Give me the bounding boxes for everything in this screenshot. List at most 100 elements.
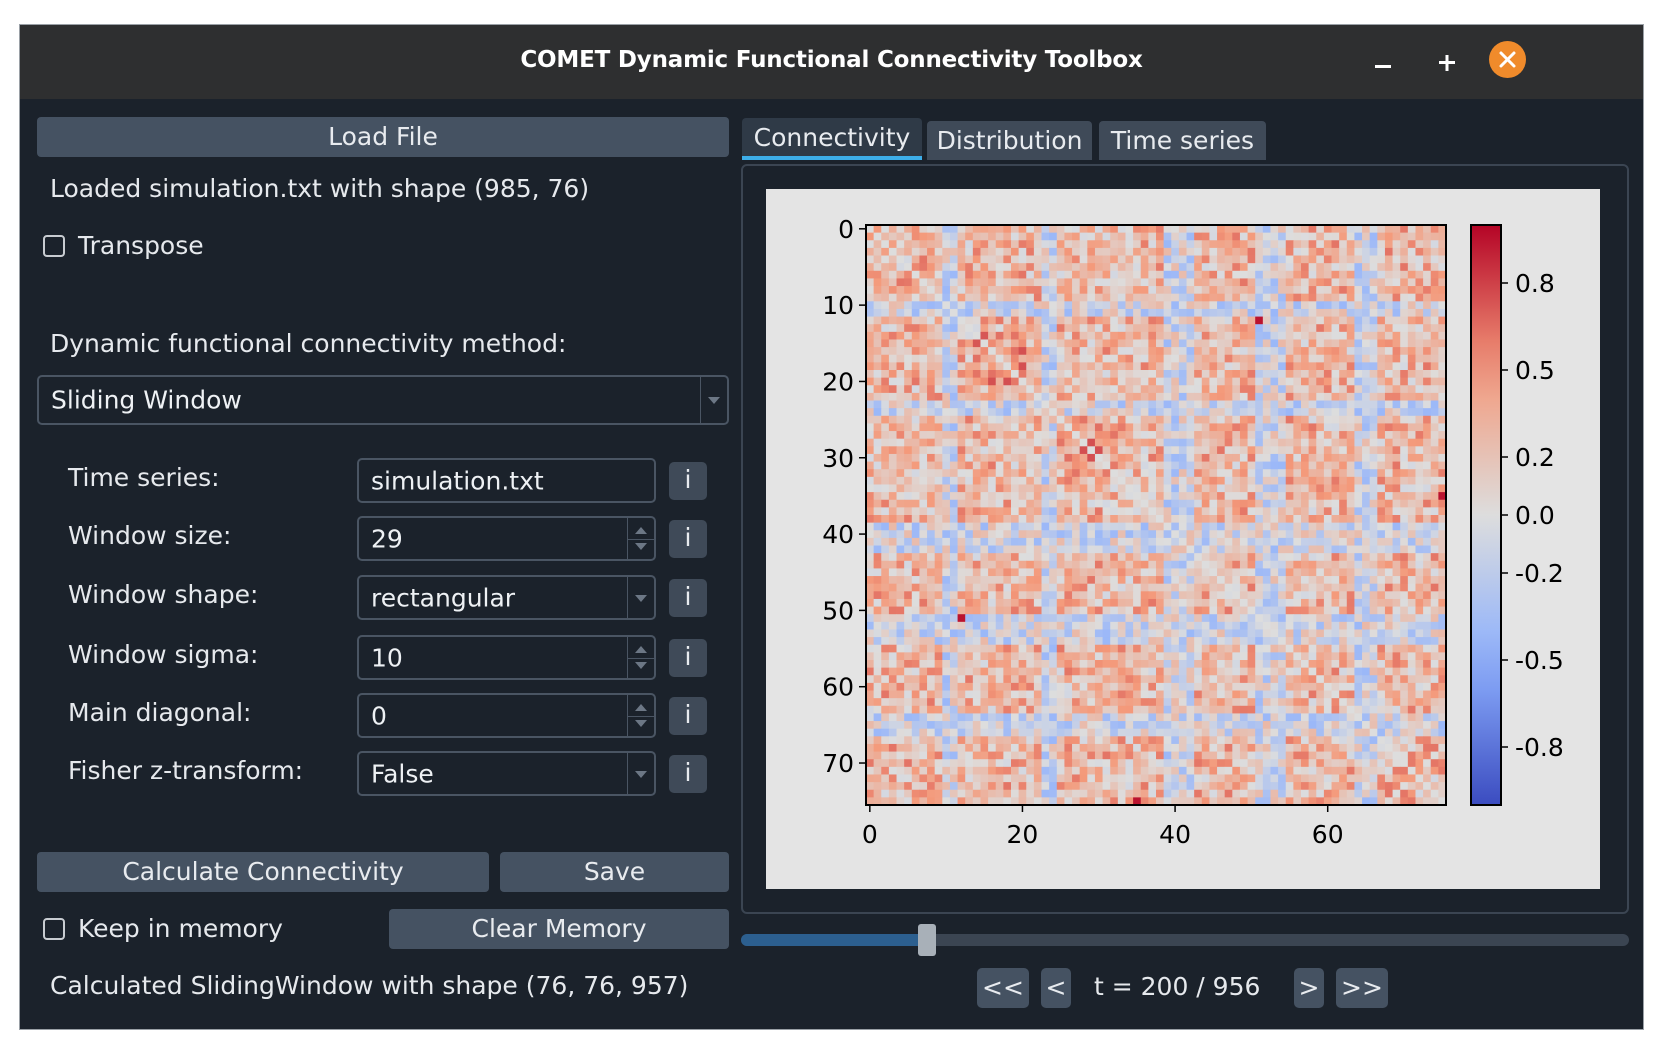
save-button[interactable]: Save	[500, 852, 729, 892]
chevron-down-icon[interactable]	[627, 753, 654, 794]
heatmap-cell	[1239, 240, 1248, 249]
load-file-button[interactable]: Load File	[37, 117, 729, 157]
heatmap-cell	[1018, 316, 1027, 325]
info-button[interactable]: i	[669, 639, 707, 677]
heatmap-cell	[1377, 682, 1386, 691]
param-input[interactable]: simulation.txt	[357, 458, 656, 503]
param-spinbox[interactable]: 10	[357, 635, 656, 680]
heatmap-cell	[1415, 545, 1424, 554]
tab-distribution[interactable]: Distribution	[927, 121, 1092, 160]
heatmap-cell	[1102, 301, 1111, 310]
heatmap-cell	[1156, 431, 1165, 440]
heatmap-cell	[1072, 278, 1081, 287]
keep-memory-checkbox[interactable]	[43, 918, 65, 940]
heatmap-cell	[942, 583, 951, 592]
heatmap-cell	[1079, 713, 1088, 722]
maximize-button[interactable]	[1429, 45, 1465, 81]
heatmap-cell	[1018, 255, 1027, 264]
heatmap-cell	[1209, 446, 1218, 455]
heatmap-cell	[1178, 492, 1187, 501]
heatmap-cell	[1308, 415, 1317, 424]
heatmap-cell	[934, 537, 943, 546]
heatmap-cell	[988, 263, 997, 272]
info-button[interactable]: i	[669, 755, 707, 793]
heatmap-cell	[927, 370, 936, 379]
heatmap-cell	[965, 324, 974, 333]
tab-connectivity[interactable]: Connectivity	[742, 118, 922, 160]
heatmap-cell	[1178, 240, 1187, 249]
heatmap-cell	[1217, 301, 1226, 310]
heatmap-cell	[988, 675, 997, 684]
heatmap-cell	[1163, 400, 1172, 409]
heatmap-cell	[1232, 469, 1241, 478]
heatmap-cell	[1064, 400, 1073, 409]
heatmap-cell	[1148, 347, 1157, 356]
heatmap-cell	[1026, 301, 1035, 310]
info-button[interactable]: i	[669, 579, 707, 617]
param-select[interactable]: rectangular	[357, 575, 656, 620]
heatmap-cell	[1438, 400, 1447, 409]
tab-time-series[interactable]: Time series	[1099, 121, 1266, 160]
heatmap-cell	[1194, 316, 1203, 325]
heatmap-cell	[949, 408, 958, 417]
info-button[interactable]: i	[669, 697, 707, 735]
heatmap-cell	[1156, 507, 1165, 516]
spinner-arrows-icon[interactable]	[627, 518, 654, 559]
title-bar[interactable]: COMET Dynamic Functional Connectivity To…	[20, 25, 1643, 99]
heatmap-cell	[1423, 667, 1432, 676]
calculate-connectivity-button[interactable]: Calculate Connectivity	[37, 852, 489, 892]
heatmap-cell	[1117, 347, 1126, 356]
clear-memory-button[interactable]: Clear Memory	[389, 909, 729, 949]
heatmap-cell	[1056, 278, 1065, 287]
spinner-arrows-icon[interactable]	[627, 695, 654, 736]
heatmap-cell	[1171, 537, 1180, 546]
param-spinbox[interactable]: 0	[357, 693, 656, 738]
minimize-button[interactable]	[1365, 45, 1401, 81]
heatmap-cell	[1255, 515, 1264, 524]
close-button[interactable]	[1489, 41, 1526, 78]
heatmap-cell	[1423, 232, 1432, 241]
heatmap-cell	[1415, 286, 1424, 295]
heatmap-cell	[1026, 232, 1035, 241]
heatmap-cell	[1423, 293, 1432, 302]
heatmap-cell	[873, 308, 882, 317]
heatmap-cell	[888, 576, 897, 585]
heatmap-cell	[1117, 652, 1126, 661]
info-button[interactable]: i	[669, 462, 707, 500]
heatmap-cell	[1018, 308, 1027, 317]
chevron-down-icon[interactable]	[700, 377, 727, 423]
heatmap-cell	[1270, 560, 1279, 569]
heatmap-cell	[988, 576, 997, 585]
param-select[interactable]: False	[357, 751, 656, 796]
heatmap-cell	[896, 591, 905, 600]
heatmap-cell	[988, 377, 997, 386]
spinner-arrows-icon[interactable]	[627, 637, 654, 678]
heatmap-cell	[1209, 324, 1218, 333]
method-select[interactable]: Sliding Window	[37, 375, 729, 425]
param-spinbox[interactable]: 29	[357, 516, 656, 561]
heatmap-cell	[1270, 431, 1279, 440]
heatmap-cell	[1285, 667, 1294, 676]
heatmap-cell	[911, 232, 920, 241]
heatmap-cell	[972, 614, 981, 623]
heatmap-cell	[949, 339, 958, 348]
info-button[interactable]: i	[669, 520, 707, 558]
heatmap-cell	[1094, 629, 1103, 638]
heatmap-cell	[1247, 576, 1256, 585]
heatmap-cell	[1178, 255, 1187, 264]
chevron-down-icon[interactable]	[627, 577, 654, 618]
heatmap-cell	[972, 576, 981, 585]
heatmap-cell	[1247, 316, 1256, 325]
heatmap-cell	[1308, 576, 1317, 585]
heatmap-cell	[1079, 461, 1088, 470]
heatmap-cell	[1163, 530, 1172, 539]
transpose-checkbox[interactable]	[43, 235, 65, 257]
heatmap-cell	[904, 415, 913, 424]
heatmap-cell	[1209, 339, 1218, 348]
heatmap-cell	[1224, 499, 1233, 508]
heatmap-cell	[1026, 469, 1035, 478]
heatmap-cell	[934, 354, 943, 363]
heatmap-cell	[980, 446, 989, 455]
heatmap-cell	[1377, 515, 1386, 524]
heatmap-cell	[1316, 370, 1325, 379]
